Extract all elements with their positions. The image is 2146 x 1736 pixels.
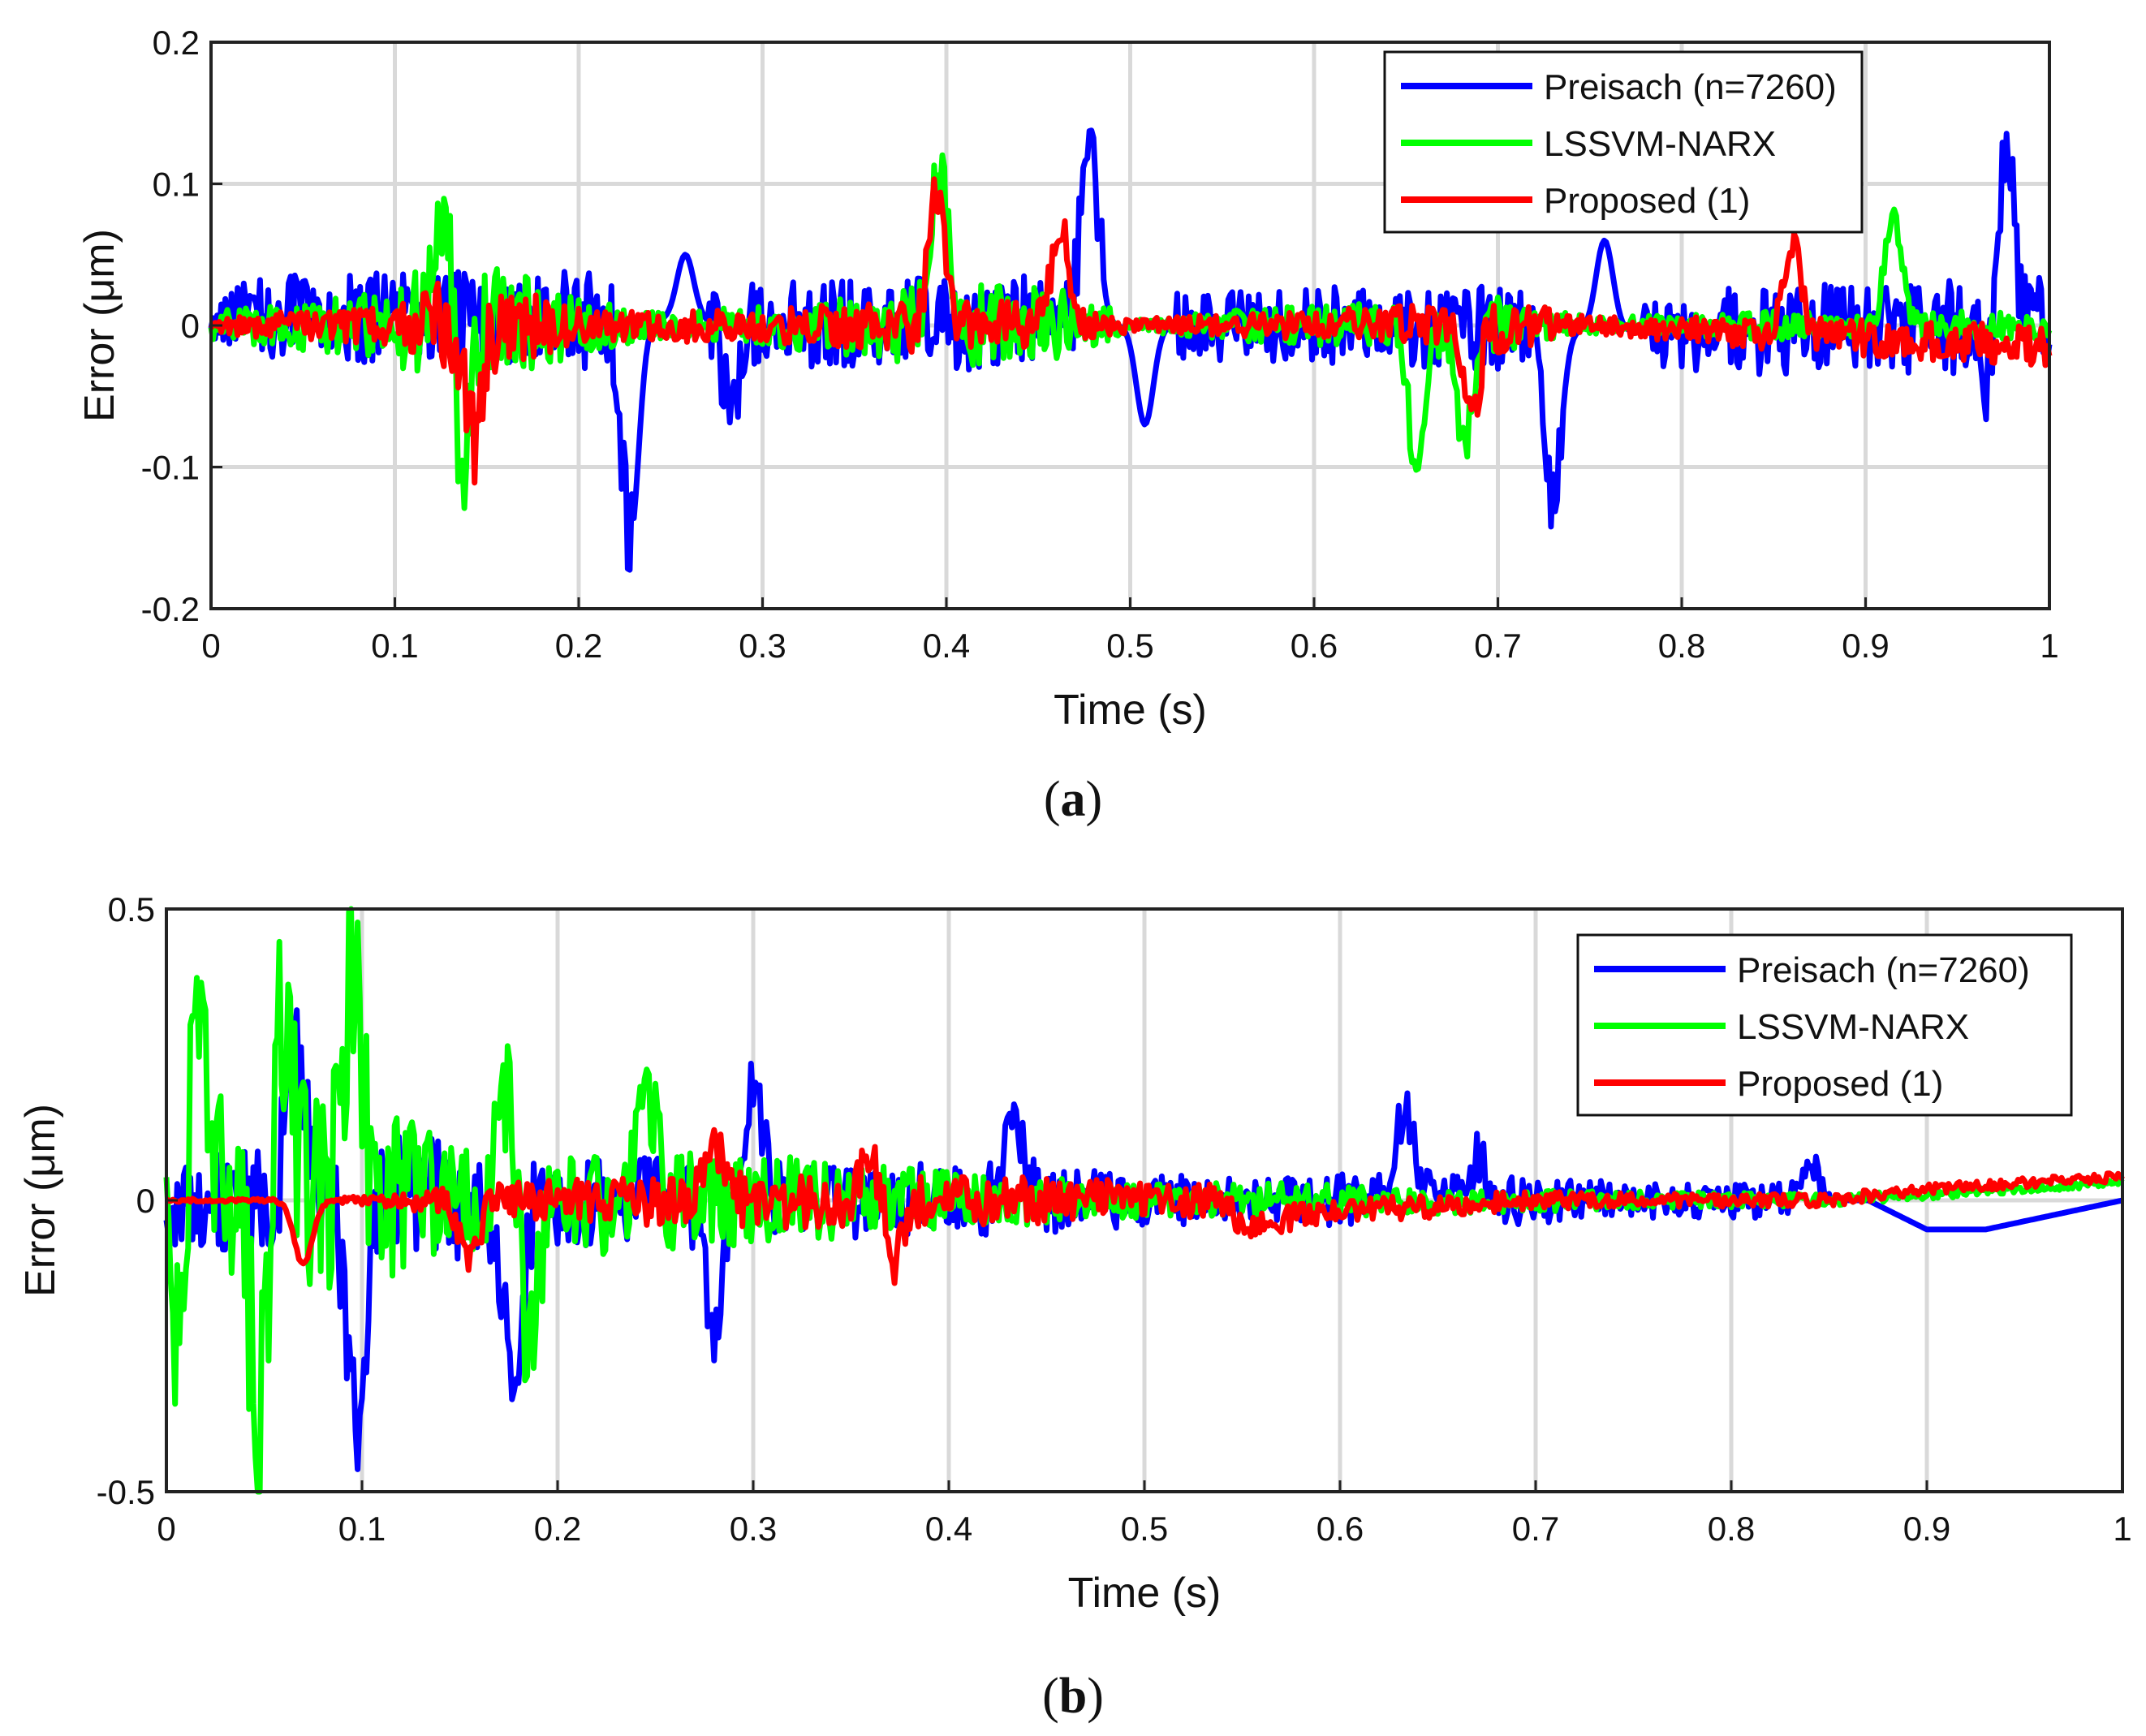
legend-item-proposed: Proposed (1) <box>1594 1064 1943 1104</box>
y-ticks-a: -0.2 -0.1 0 0.1 0.2 <box>141 24 222 628</box>
y-tick-label: 0.1 <box>153 166 200 204</box>
panel-label-a: (a) <box>1044 772 1102 827</box>
legend-item-preisach: Preisach (n=7260) <box>1401 67 1837 107</box>
y-tick-label: 0.5 <box>108 890 155 928</box>
panel-label-letter: a <box>1061 772 1086 827</box>
y-tick-label: -0.1 <box>141 449 200 487</box>
panel-label-b: (b) <box>1042 1669 1104 1724</box>
legend-label-proposed: Proposed (1) <box>1737 1064 1943 1104</box>
legend-a: Preisach (n=7260) LSSVM-NARX Proposed (1… <box>1383 50 1864 234</box>
panel-label-open: ( <box>1044 772 1061 827</box>
legend-item-lssvm: LSSVM-NARX <box>1401 124 1776 164</box>
x-tick-label: 0.3 <box>730 1510 777 1548</box>
x-tick-label: 0 <box>201 627 220 665</box>
x-tick-label: 0.1 <box>338 1510 386 1548</box>
legend-label-lssvm: LSSVM-NARX <box>1544 124 1776 164</box>
legend-label-lssvm: LSSVM-NARX <box>1737 1007 1969 1047</box>
x-tick-label: 0.3 <box>739 627 786 665</box>
x-tick-label: 0.8 <box>1658 627 1705 665</box>
x-tick-label: 0.4 <box>925 1510 972 1548</box>
panel-label-close: ) <box>1087 1669 1104 1724</box>
y-tick-label: 0.2 <box>153 24 200 62</box>
x-tick-label: 0.4 <box>923 627 970 665</box>
panel-label-letter: b <box>1059 1669 1087 1724</box>
y-axis-label-b: Error (μm) <box>17 1104 64 1297</box>
x-tick-label: 0.9 <box>1903 1510 1950 1548</box>
x-tick-label: 0.8 <box>1708 1510 1755 1548</box>
legend-label-preisach: Preisach (n=7260) <box>1737 950 2030 990</box>
y-tick-label: -0.2 <box>141 590 200 628</box>
x-tick-label: 0.5 <box>1121 1510 1168 1548</box>
x-tick-label: 0.7 <box>1512 1510 1559 1548</box>
y-tick-label: 0 <box>181 307 200 345</box>
x-tick-label: 0.5 <box>1106 627 1153 665</box>
panel-a: 0 0.1 0.2 0.3 0.4 0.5 0.6 0.7 0.8 0.9 1 -0.2-0.100… <box>76 24 2059 827</box>
legend-b: Preisach (n=7260) LSSVM-NARX Proposed (1… <box>1576 933 2073 1117</box>
series-line-proposed <box>164 1126 2125 1286</box>
x-tick-label: 0.1 <box>371 627 418 665</box>
x-tick-label: 0 <box>157 1510 175 1548</box>
x-tick-label: 0.2 <box>534 1510 581 1548</box>
panel-label-close: ) <box>1086 772 1103 827</box>
x-tick-label: 1 <box>2040 627 2058 665</box>
x-tick-label: 1 <box>2113 1510 2131 1548</box>
legend-label-proposed: Proposed (1) <box>1544 181 1750 221</box>
x-axis-label-b: Time (s) <box>1068 1570 1222 1617</box>
y-axis-label-a: Error (μm) <box>76 229 123 422</box>
series-line-proposed <box>208 176 2053 486</box>
series-line-lssvm <box>208 152 2053 511</box>
x-tick-label: 0.6 <box>1316 1510 1364 1548</box>
legend-label-preisach: Preisach (n=7260) <box>1544 67 1837 107</box>
x-tick-label: 0.6 <box>1291 627 1338 665</box>
x-ticks-a: 0 0.1 0.2 0.3 0.4 0.5 0.6 0.7 0.8 0.9 1 <box>201 597 2059 665</box>
y-ticks-b: -0.5 0 0.5 <box>97 890 178 1511</box>
x-tick-label: 0.7 <box>1474 627 1521 665</box>
legend-item-proposed: Proposed (1) <box>1401 181 1750 221</box>
legend-item-lssvm: LSSVM-NARX <box>1594 1007 1969 1047</box>
plot-area-b <box>163 906 2125 1495</box>
panel-label-open: ( <box>1042 1669 1059 1724</box>
x-ticks-b: 0 0.1 0.2 0.3 0.4 0.5 0.6 0.7 0.8 0.9 1 <box>157 1480 2132 1548</box>
legend-item-preisach: Preisach (n=7260) <box>1594 950 2030 990</box>
y-tick-label: -0.5 <box>97 1473 155 1511</box>
y-tick-label: 0 <box>136 1182 155 1220</box>
x-axis-label-a: Time (s) <box>1054 687 1207 734</box>
panel-b: 0 0.1 0.2 0.3 0.4 0.5 0.6 0.7 0.8 0.9 1 -0.500.5 T… <box>17 890 2132 1724</box>
x-tick-label: 0.2 <box>555 627 602 665</box>
x-tick-label: 0.9 <box>1842 627 1889 665</box>
plot-area-a <box>208 127 2053 573</box>
